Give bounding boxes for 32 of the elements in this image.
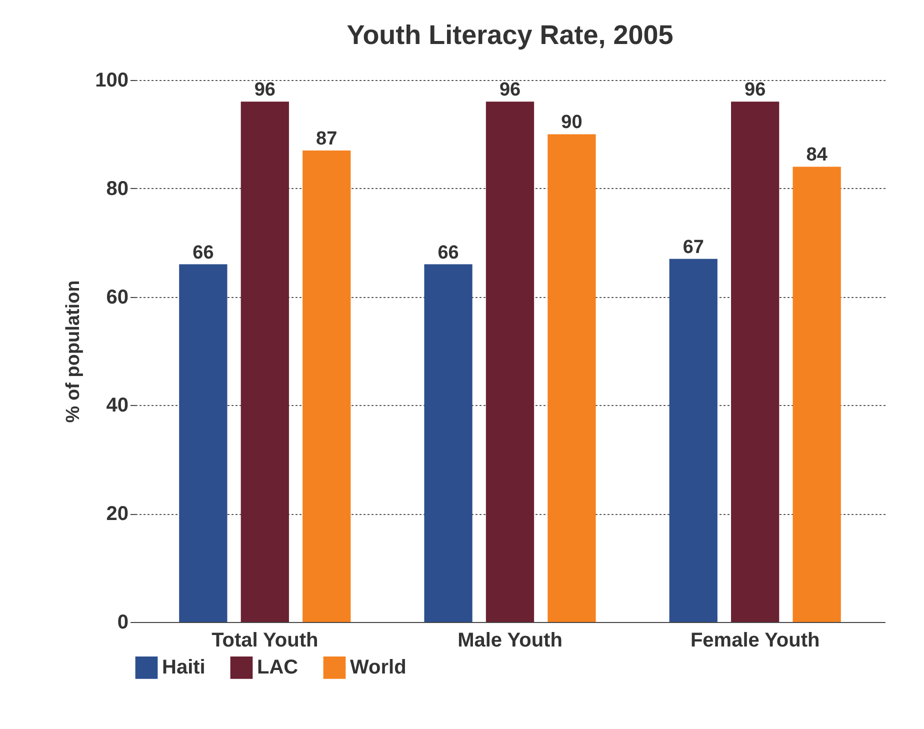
- bar: [302, 150, 351, 622]
- y-tick-label: 20: [106, 503, 128, 526]
- chart-title: Youth Literacy Rate, 2005: [346, 20, 674, 50]
- bar: [548, 134, 596, 622]
- bar: [669, 258, 718, 622]
- bar: [731, 102, 780, 622]
- legend-label: LAC: [257, 656, 298, 679]
- y-tick-label: 0: [117, 612, 128, 634]
- data-label: 87: [316, 128, 338, 150]
- bar: [486, 102, 534, 622]
- bar: [240, 102, 289, 622]
- bar: [792, 166, 841, 622]
- x-tick-label: Male Youth: [458, 630, 562, 652]
- legend-label: Haiti: [162, 656, 206, 679]
- data-label: 90: [561, 112, 582, 134]
- x-tick-label: Total Youth: [212, 630, 318, 652]
- y-tick-label: 40: [106, 394, 128, 417]
- x-tick-label: Female Youth: [690, 630, 820, 652]
- data-label: 67: [682, 236, 704, 258]
- data-label: 96: [499, 80, 521, 101]
- y-tick-label: 80: [106, 178, 128, 200]
- legend-label: World: [350, 656, 406, 679]
- bar: [424, 264, 472, 622]
- bar: [179, 264, 228, 622]
- y-tick-label: 60: [106, 286, 128, 308]
- data-label: 96: [744, 80, 766, 101]
- data-label: 96: [254, 80, 276, 101]
- y-tick-label: 100: [95, 70, 128, 92]
- data-label: 66: [438, 242, 459, 264]
- data-label: 66: [192, 242, 214, 264]
- data-label: 84: [806, 144, 828, 166]
- y-axis-title: % of population: [63, 280, 84, 423]
